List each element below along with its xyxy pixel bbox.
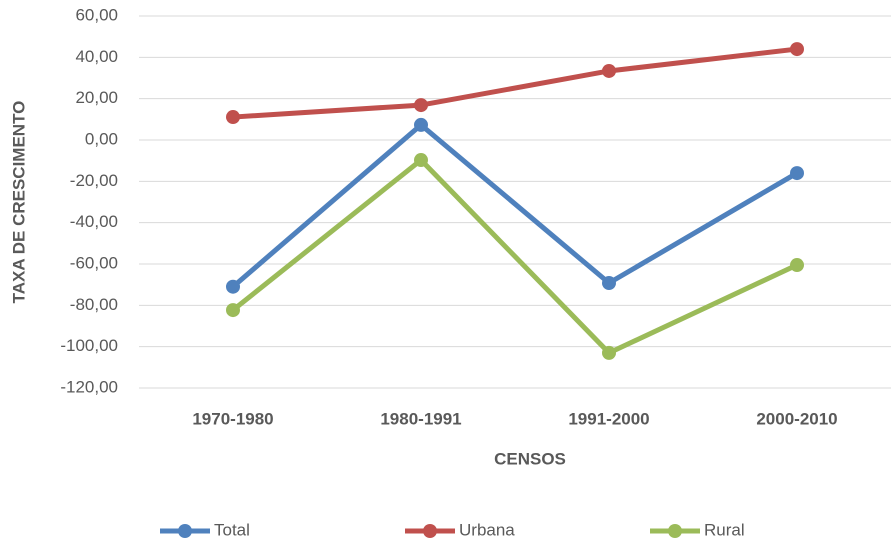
point [790,42,804,57]
y-tick-label: -120,00 [60,377,118,396]
point [226,110,240,125]
point [602,63,616,78]
y-tick-label: 40,00 [75,47,118,66]
legend-marker [668,524,682,538]
y-tick-label: -40,00 [70,212,118,231]
legend-marker [423,524,437,538]
series-line [232,46,798,120]
y-tick-label: -80,00 [70,295,118,314]
y-tick-label: 0,00 [85,129,118,148]
y-tick-label: 20,00 [75,88,118,107]
y-tick-label: -100,00 [60,336,118,355]
point [790,166,804,181]
series-line [231,122,799,289]
point [790,258,804,273]
legend-label: Total [214,520,250,539]
y-tick-label: -60,00 [70,253,118,272]
y-tick-label: -20,00 [70,171,118,190]
x-tick-label: 1991-2000 [568,409,649,428]
legend-label: Rural [704,520,745,539]
x-tick-label: 2000-2010 [756,409,837,428]
point [414,117,428,132]
point [414,98,428,113]
x-tick-label: 1970-1980 [192,409,273,428]
legend-label: Urbana [459,520,515,539]
x-tick-label: 1980-1991 [380,409,461,428]
y-axis-label: TAXA DE CRESCIMENTO [9,101,28,304]
y-tick-label: 60,00 [75,5,118,24]
point [602,276,616,291]
series-line [231,157,799,356]
point [414,153,428,168]
point [602,345,616,360]
point [226,303,240,318]
x-axis-label: CENSOS [494,449,566,468]
legend-marker [178,524,192,538]
point [226,279,240,294]
